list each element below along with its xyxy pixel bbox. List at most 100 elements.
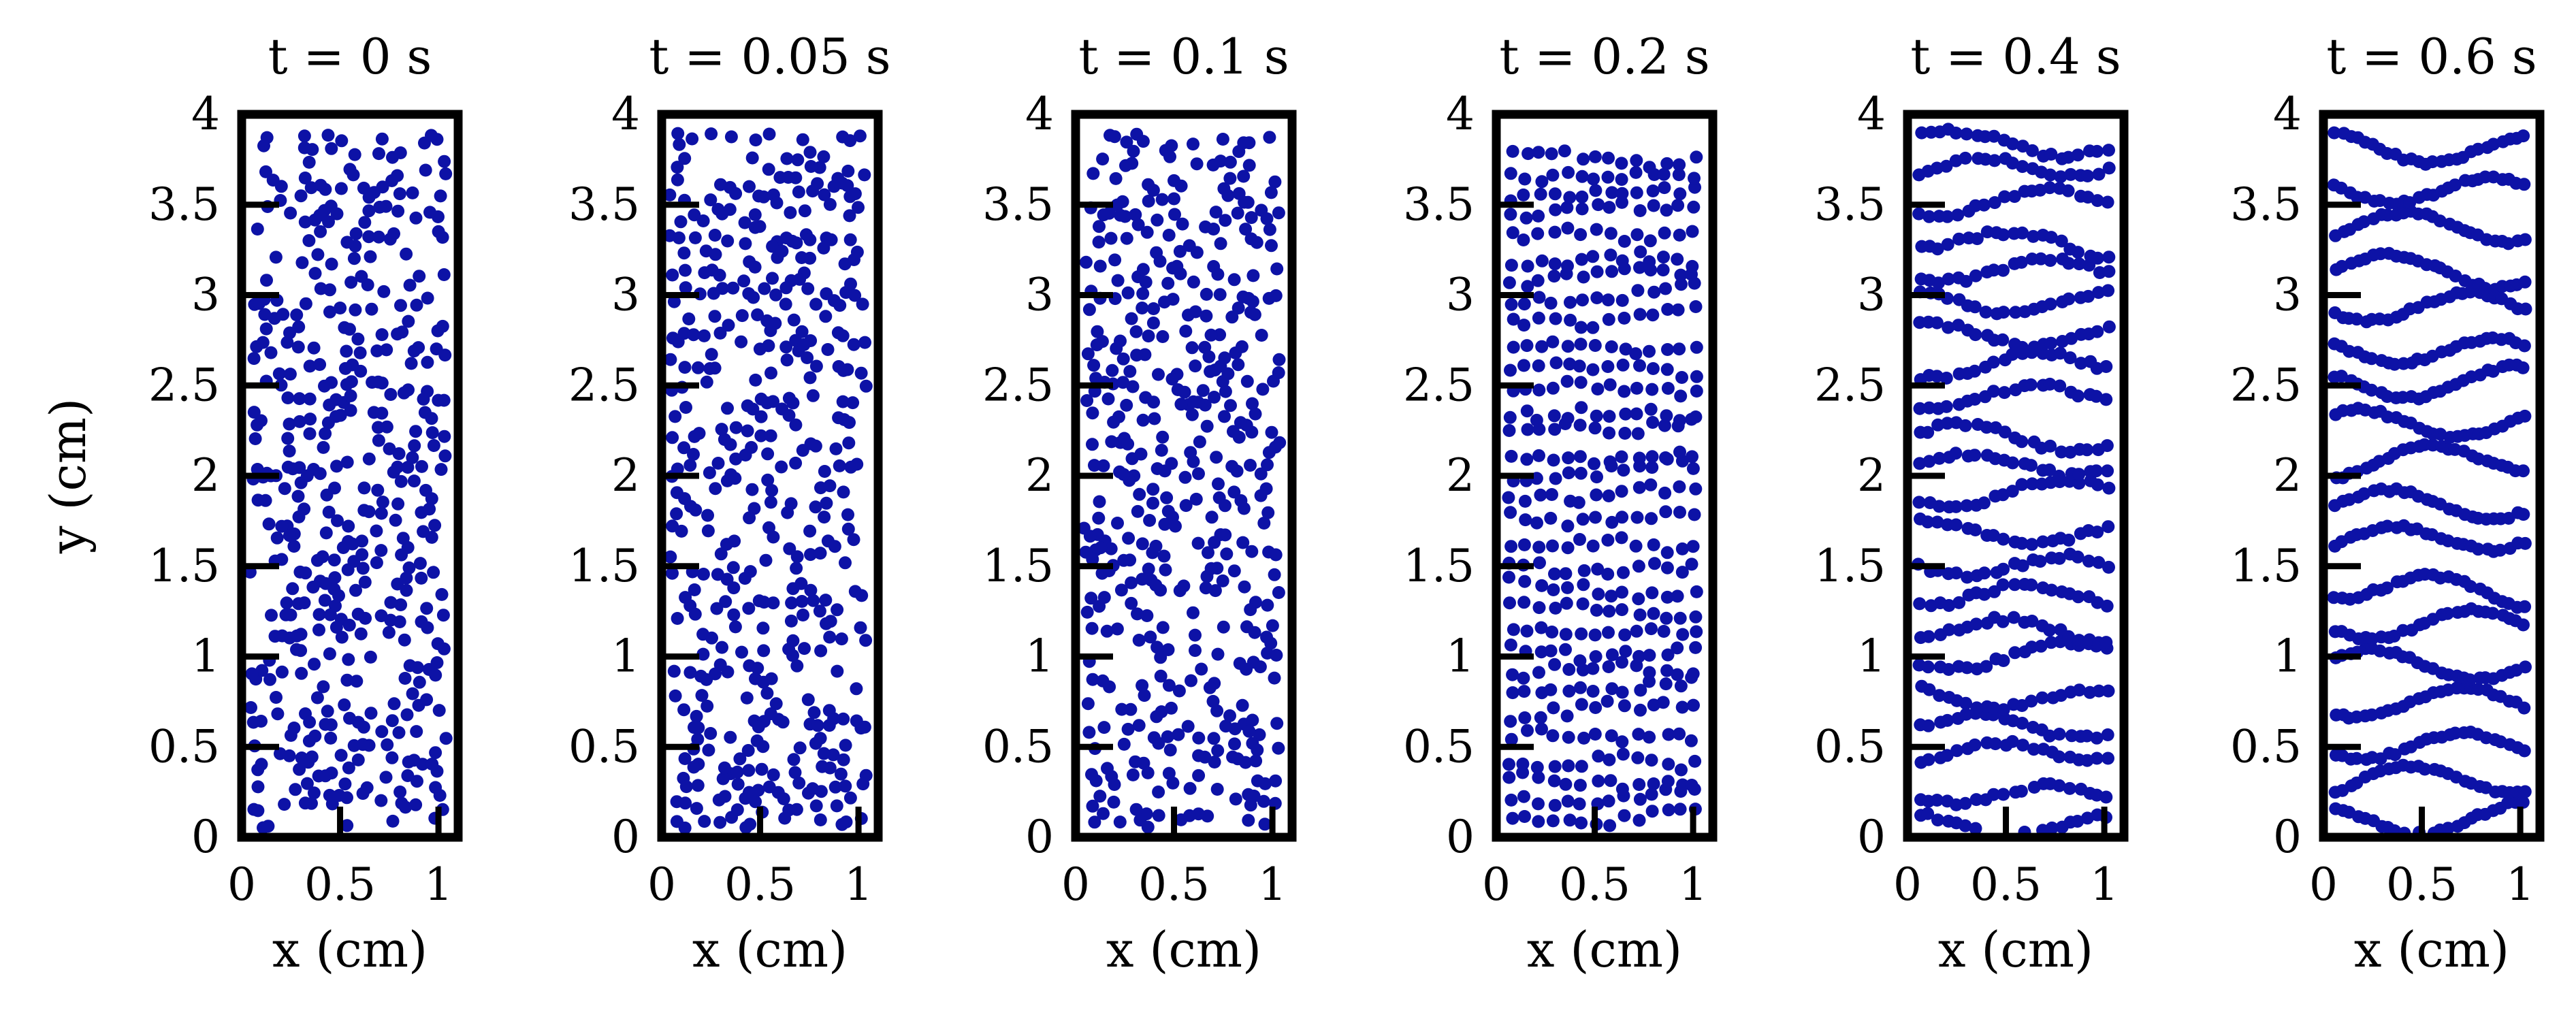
data-point (1560, 709, 1574, 723)
data-point (1574, 466, 1588, 480)
data-point (2471, 543, 2485, 556)
data-point (376, 496, 389, 509)
data-point (391, 577, 404, 591)
data-point (1502, 424, 1516, 437)
data-point (1179, 499, 1193, 513)
data-point (730, 803, 744, 817)
data-point (1532, 291, 1546, 304)
data-point (1232, 187, 1246, 200)
data-point (323, 608, 337, 621)
data-point (393, 146, 407, 159)
data-point (757, 190, 771, 204)
data-point (2006, 456, 2019, 470)
y-tick-label: 1.5 (2230, 540, 2302, 592)
data-point (1150, 641, 1164, 654)
data-point (304, 181, 318, 195)
data-point (1086, 167, 1100, 180)
data-point (1120, 135, 1133, 149)
data-point (837, 753, 850, 766)
data-point (1520, 624, 1534, 638)
data-point (1575, 321, 1588, 334)
data-point (1615, 254, 1629, 268)
panel-title: t = 0.4 s (1910, 28, 2121, 85)
data-point (1110, 622, 1124, 636)
panel-2: 00.511.522.533.540 0.5 1t = 0.1 sx (cm) (982, 28, 1297, 978)
data-point (1662, 728, 1675, 741)
data-point (1235, 340, 1249, 353)
data-point (1690, 370, 1703, 383)
data-point (1658, 419, 1671, 432)
data-point (1516, 757, 1530, 771)
data-point (1629, 165, 1643, 179)
data-point (2518, 233, 2532, 246)
data-point (1921, 807, 1935, 820)
data-point (305, 750, 319, 764)
data-point (1959, 419, 1972, 432)
data-point (679, 780, 693, 794)
data-point (724, 438, 737, 451)
data-point (782, 408, 796, 422)
data-point (2052, 728, 2066, 741)
data-point (1574, 228, 1588, 242)
x-axis-label: x (cm) (1527, 921, 1682, 978)
data-point (1546, 335, 1560, 349)
data-point (743, 818, 757, 831)
data-point (362, 230, 376, 244)
data-point (1690, 340, 1703, 354)
data-point (413, 557, 427, 570)
data-point (340, 819, 354, 832)
data-point (362, 191, 376, 204)
data-point (2016, 340, 2029, 354)
data-point (2044, 148, 2058, 161)
data-point (1997, 228, 2010, 242)
data-point (2016, 717, 2029, 730)
data-point (819, 594, 833, 607)
data-point (1254, 489, 1268, 502)
data-point (1644, 402, 1658, 416)
data-point (678, 821, 692, 835)
data-point (1517, 671, 1530, 685)
data-point (691, 779, 705, 792)
data-point (1532, 815, 1545, 828)
data-point (1617, 311, 1631, 325)
data-point (1913, 597, 1927, 611)
data-point (850, 682, 863, 696)
data-point (2517, 339, 2531, 353)
data-point (726, 561, 740, 575)
data-point (667, 295, 681, 308)
data-point (2044, 439, 2057, 453)
data-point (1172, 728, 1185, 741)
data-point (1189, 305, 1202, 319)
data-point (294, 644, 308, 658)
data-point (302, 234, 316, 247)
data-point (819, 310, 833, 323)
data-point (1562, 663, 1576, 676)
data-point (423, 206, 436, 219)
data-point (295, 751, 308, 764)
data-point (1530, 760, 1544, 774)
data-point (1219, 214, 1232, 227)
data-point (293, 762, 306, 776)
data-point (2102, 751, 2114, 765)
data-point (1619, 407, 1632, 421)
data-point (1129, 208, 1142, 221)
data-point (858, 168, 871, 182)
data-point (1234, 416, 1247, 430)
data-point (1978, 496, 1991, 510)
data-point (713, 815, 727, 829)
data-point (2045, 583, 2059, 597)
data-point (751, 308, 764, 321)
data-point (1647, 777, 1660, 790)
data-point (1949, 127, 1963, 140)
y-tick-label: 2.5 (568, 359, 640, 411)
data-point (814, 644, 828, 658)
data-point (1561, 541, 1575, 555)
data-point (1590, 223, 1603, 236)
data-point (1227, 564, 1241, 578)
data-point (1549, 601, 1562, 615)
data-point (1562, 451, 1575, 465)
data-point (775, 244, 789, 258)
data-point (2102, 560, 2115, 574)
data-point (308, 213, 322, 227)
data-point (2065, 331, 2078, 345)
